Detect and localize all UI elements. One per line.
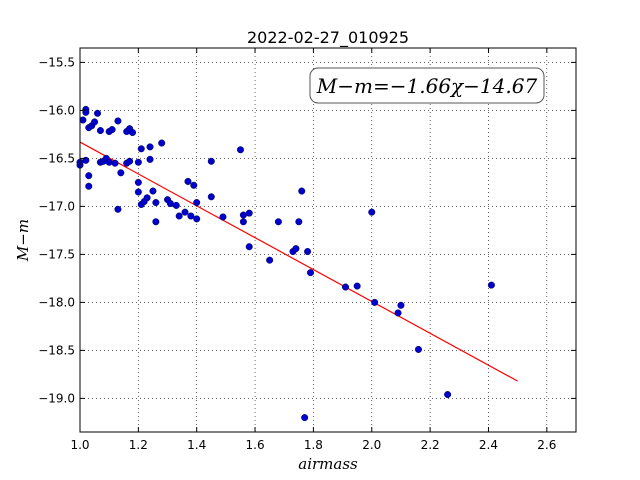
data-point bbox=[184, 177, 192, 185]
y-tick-label: −19.0 bbox=[38, 391, 75, 405]
data-point bbox=[342, 283, 350, 291]
y-tick-label: −16.5 bbox=[38, 151, 75, 165]
data-point bbox=[114, 205, 122, 213]
data-point bbox=[295, 218, 303, 226]
x-tick-label: 2.2 bbox=[421, 438, 440, 452]
data-point bbox=[166, 200, 174, 208]
data-point bbox=[158, 139, 166, 147]
data-point bbox=[152, 199, 160, 207]
data-points bbox=[76, 105, 495, 422]
y-tick-label: −16.0 bbox=[38, 103, 75, 117]
x-tick-label: 1.6 bbox=[246, 438, 265, 452]
data-point bbox=[266, 256, 274, 264]
x-tick-label: 1.0 bbox=[70, 438, 89, 452]
data-point bbox=[96, 127, 104, 135]
data-point bbox=[134, 188, 142, 196]
data-point bbox=[245, 209, 253, 217]
axis-ticks: 1.0 1.2 1.4 1.6 1.8 2.0 2.2 2.4 2.6 −15.5 −16.0 −16… bbox=[38, 48, 576, 452]
data-point bbox=[193, 199, 201, 207]
x-tick-label: 2.0 bbox=[362, 438, 381, 452]
data-point bbox=[306, 269, 314, 277]
x-tick-label: 2.6 bbox=[537, 438, 556, 452]
fit-line bbox=[79, 141, 518, 382]
chart-title: 2022-02-27_010925 bbox=[247, 28, 409, 48]
data-point bbox=[126, 157, 134, 165]
x-tick-label: 1.2 bbox=[129, 438, 148, 452]
data-point bbox=[274, 218, 282, 226]
fit-equation: M−m=−1.66χ−14.67 bbox=[316, 74, 538, 98]
data-point bbox=[292, 245, 300, 253]
data-point bbox=[94, 109, 102, 117]
x-axis-label: airmass bbox=[298, 455, 358, 473]
data-point bbox=[108, 126, 116, 134]
data-point bbox=[207, 157, 215, 165]
data-point bbox=[85, 182, 93, 190]
grid bbox=[80, 48, 576, 432]
y-tick-label: −18.5 bbox=[38, 343, 75, 357]
equation-box-frame bbox=[309, 67, 545, 104]
data-point bbox=[111, 159, 119, 167]
data-point bbox=[487, 281, 495, 289]
data-point bbox=[245, 243, 253, 251]
data-point bbox=[134, 158, 142, 166]
data-point bbox=[298, 187, 306, 195]
data-point bbox=[444, 391, 452, 399]
data-point bbox=[193, 215, 201, 223]
data-point bbox=[114, 117, 122, 125]
data-point bbox=[187, 212, 195, 220]
data-point bbox=[301, 414, 309, 422]
data-point bbox=[85, 172, 93, 180]
data-point bbox=[368, 208, 376, 216]
data-point bbox=[239, 218, 247, 226]
fit-equation-box: M−m=−1.66χ−14.67 bbox=[309, 67, 545, 104]
data-point bbox=[207, 193, 215, 201]
data-point bbox=[304, 248, 312, 256]
data-point bbox=[172, 201, 180, 209]
data-point bbox=[79, 116, 87, 124]
data-point bbox=[152, 218, 160, 226]
y-tick-label: −17.0 bbox=[38, 199, 75, 213]
x-tick-label: 2.4 bbox=[479, 438, 498, 452]
data-point bbox=[149, 187, 157, 195]
data-point bbox=[175, 212, 183, 220]
y-tick-label: −17.5 bbox=[38, 247, 75, 261]
y-tick-label: −18.0 bbox=[38, 295, 75, 309]
data-point bbox=[146, 143, 154, 151]
data-point bbox=[236, 146, 244, 154]
data-point bbox=[137, 145, 145, 153]
data-point bbox=[143, 194, 151, 202]
plot-frame bbox=[79, 47, 577, 433]
data-point bbox=[397, 301, 405, 309]
data-point bbox=[146, 155, 154, 163]
x-tick-label: 1.8 bbox=[304, 438, 323, 452]
data-point bbox=[394, 309, 402, 317]
y-tick-label: −15.5 bbox=[38, 55, 75, 69]
data-point bbox=[353, 282, 361, 290]
data-point bbox=[129, 128, 137, 136]
fit-line-layer bbox=[79, 141, 518, 382]
data-point bbox=[219, 213, 227, 221]
data-point bbox=[371, 298, 379, 306]
data-point bbox=[239, 211, 247, 219]
data-point bbox=[181, 208, 189, 216]
data-point bbox=[105, 158, 113, 166]
x-tick-label: 1.4 bbox=[187, 438, 206, 452]
y-axis-label: M−m bbox=[14, 219, 32, 262]
data-point bbox=[190, 181, 198, 189]
data-point bbox=[91, 118, 99, 126]
data-point bbox=[134, 178, 142, 186]
data-point bbox=[414, 345, 422, 353]
data-point bbox=[117, 169, 125, 177]
